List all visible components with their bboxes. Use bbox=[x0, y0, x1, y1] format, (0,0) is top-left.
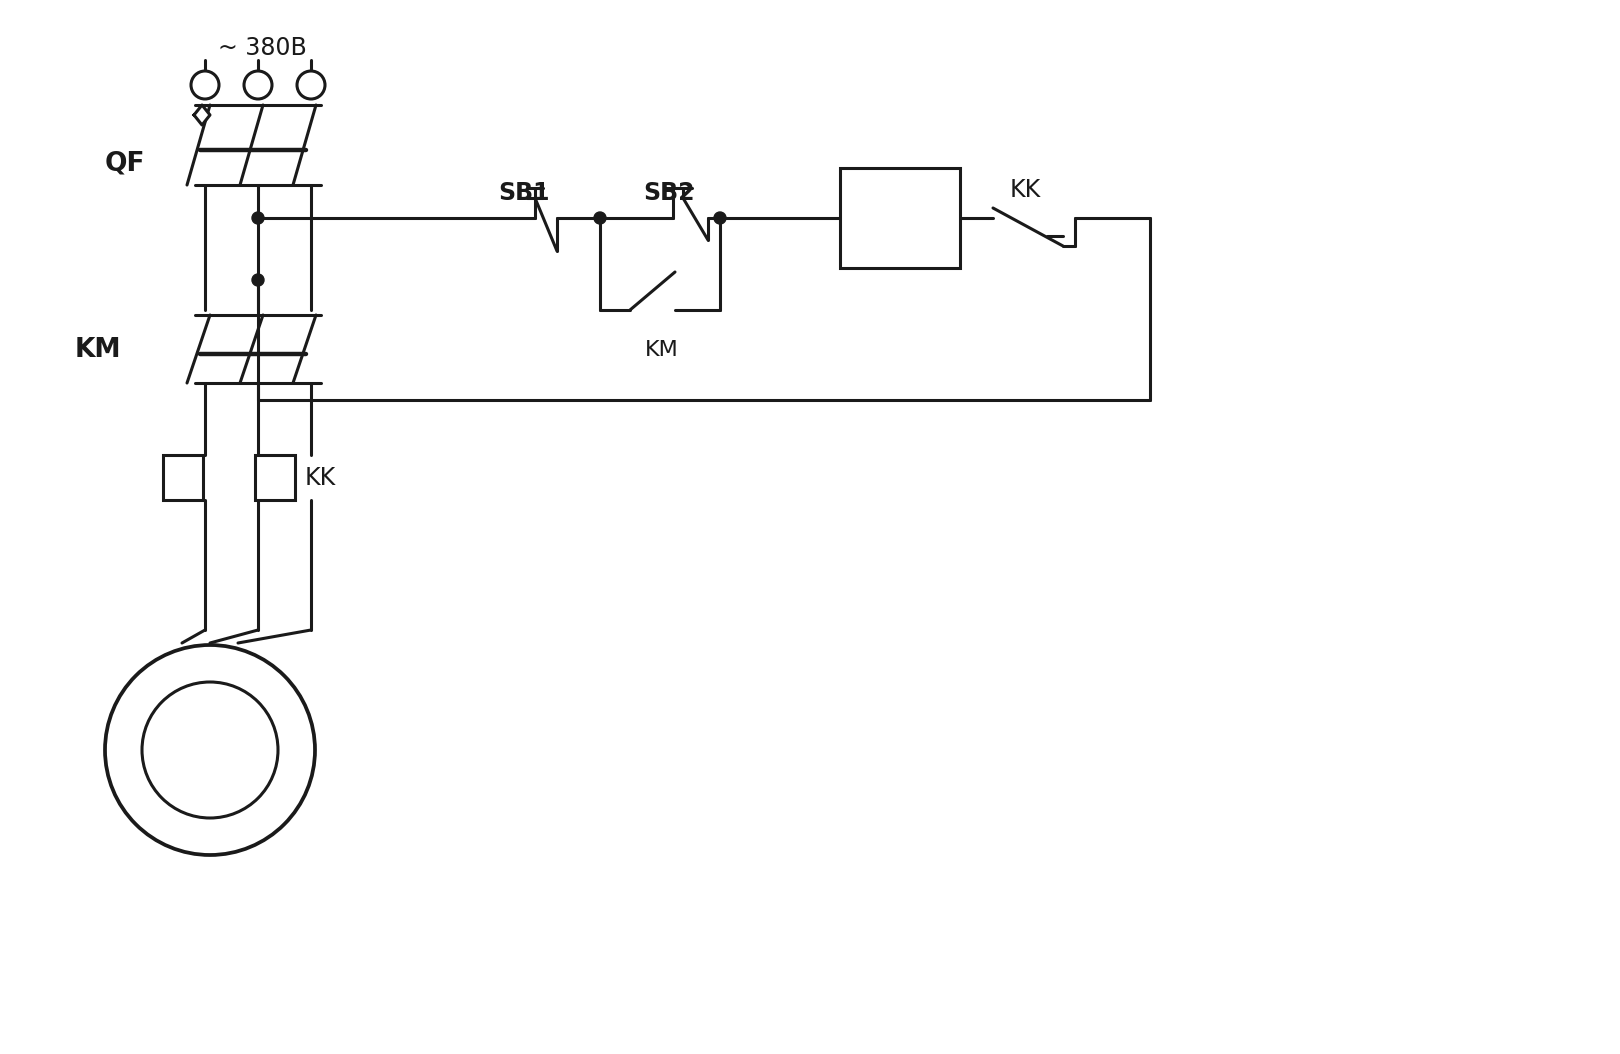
Circle shape bbox=[105, 645, 314, 855]
Circle shape bbox=[143, 682, 279, 818]
Circle shape bbox=[296, 71, 326, 99]
Text: KK: KK bbox=[1009, 178, 1042, 202]
Bar bbox=[164, 455, 202, 500]
Text: KM: KM bbox=[645, 340, 679, 360]
Circle shape bbox=[253, 274, 264, 286]
Bar bbox=[254, 455, 295, 500]
Text: ~ 380B: ~ 380B bbox=[219, 36, 306, 60]
Text: QF: QF bbox=[105, 150, 146, 176]
Text: KK: KK bbox=[305, 466, 337, 490]
Circle shape bbox=[253, 212, 264, 225]
Circle shape bbox=[595, 212, 606, 225]
Circle shape bbox=[245, 71, 272, 99]
Bar bbox=[841, 168, 961, 268]
Polygon shape bbox=[194, 105, 211, 125]
Text: SB1: SB1 bbox=[497, 181, 549, 204]
Circle shape bbox=[191, 71, 219, 99]
Text: SB2: SB2 bbox=[643, 181, 695, 204]
Text: KM: KM bbox=[859, 178, 899, 202]
Circle shape bbox=[714, 212, 726, 225]
Text: KM: KM bbox=[75, 337, 122, 363]
